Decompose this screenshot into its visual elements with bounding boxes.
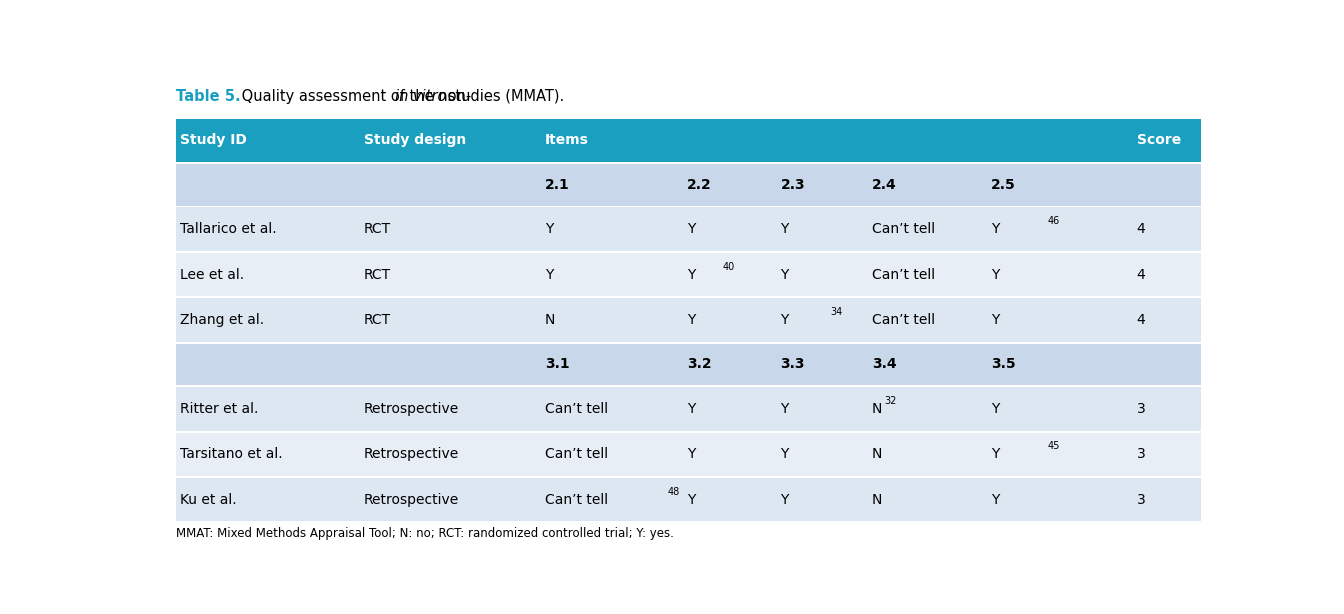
Text: Study design: Study design — [364, 133, 466, 147]
Text: RCT: RCT — [364, 222, 391, 236]
Bar — [176, 432, 1202, 476]
Text: Can’t tell: Can’t tell — [546, 492, 609, 507]
Text: studies (MMAT).: studies (MMAT). — [444, 89, 564, 104]
Bar — [176, 208, 1202, 251]
Text: Ritter et al.: Ritter et al. — [180, 402, 259, 416]
Text: Can’t tell: Can’t tell — [872, 222, 935, 236]
Text: Y: Y — [781, 222, 789, 236]
Text: 32: 32 — [884, 396, 896, 406]
Text: 2.3: 2.3 — [781, 178, 805, 192]
Text: Y: Y — [687, 313, 695, 327]
Text: Tarsitano et al.: Tarsitano et al. — [180, 447, 284, 461]
Text: 3: 3 — [1137, 402, 1145, 416]
Text: 46: 46 — [1047, 216, 1059, 227]
Text: 2.1: 2.1 — [546, 178, 570, 192]
Text: Y: Y — [687, 402, 695, 416]
Text: Y: Y — [991, 222, 999, 236]
Text: Can’t tell: Can’t tell — [872, 268, 935, 282]
Text: 3.3: 3.3 — [781, 357, 805, 371]
Text: Retrospective: Retrospective — [364, 447, 460, 461]
Text: N: N — [872, 402, 883, 416]
Text: N: N — [872, 447, 883, 461]
Text: N: N — [546, 313, 555, 327]
Text: 2.4: 2.4 — [872, 178, 896, 192]
Text: 2.5: 2.5 — [991, 178, 1016, 192]
Bar — [176, 387, 1202, 430]
Text: 3.5: 3.5 — [991, 357, 1016, 371]
Text: Y: Y — [781, 447, 789, 461]
Text: 45: 45 — [1047, 441, 1059, 451]
Text: 40: 40 — [722, 262, 734, 272]
Text: Y: Y — [687, 222, 695, 236]
Text: Can’t tell: Can’t tell — [546, 402, 609, 416]
Text: RCT: RCT — [364, 313, 391, 327]
Bar — [176, 164, 1202, 206]
Bar — [176, 478, 1202, 521]
Text: Table 5.: Table 5. — [176, 89, 241, 104]
Text: Y: Y — [687, 492, 695, 507]
Text: Y: Y — [991, 313, 999, 327]
Text: 4: 4 — [1137, 313, 1145, 327]
Text: 3.2: 3.2 — [687, 357, 711, 371]
Text: Ku et al.: Ku et al. — [180, 492, 237, 507]
Text: Y: Y — [781, 313, 789, 327]
Text: Y: Y — [546, 222, 554, 236]
Text: Zhang et al.: Zhang et al. — [180, 313, 265, 327]
Text: Can’t tell: Can’t tell — [546, 447, 609, 461]
Text: 3: 3 — [1137, 492, 1145, 507]
Text: RCT: RCT — [364, 268, 391, 282]
Text: Quality assessment of the non-: Quality assessment of the non- — [237, 89, 470, 104]
Text: MMAT: Mixed Methods Appraisal Tool; N: no; RCT: randomized controlled trial; Y: : MMAT: Mixed Methods Appraisal Tool; N: n… — [176, 527, 675, 540]
Text: 4: 4 — [1137, 222, 1145, 236]
Text: Y: Y — [687, 268, 695, 282]
Text: 3.4: 3.4 — [872, 357, 896, 371]
Text: Y: Y — [781, 268, 789, 282]
Text: Study ID: Study ID — [180, 133, 247, 147]
Text: Y: Y — [781, 402, 789, 416]
Text: Y: Y — [546, 268, 554, 282]
Bar — [176, 119, 1202, 162]
Text: 2.2: 2.2 — [687, 178, 711, 192]
Text: Y: Y — [991, 492, 999, 507]
Text: Retrospective: Retrospective — [364, 402, 460, 416]
Text: Y: Y — [991, 447, 999, 461]
Text: 3: 3 — [1137, 447, 1145, 461]
Text: Y: Y — [991, 402, 999, 416]
Bar — [176, 344, 1202, 385]
Text: 34: 34 — [831, 307, 843, 317]
Text: 48: 48 — [668, 487, 680, 497]
Text: Items: Items — [546, 133, 589, 147]
Text: Score: Score — [1137, 133, 1181, 147]
Bar — [176, 298, 1202, 342]
Text: Can’t tell: Can’t tell — [872, 313, 935, 327]
Text: in vitro: in vitro — [395, 89, 446, 104]
Text: Retrospective: Retrospective — [364, 492, 460, 507]
Text: N: N — [872, 492, 883, 507]
Text: Tallarico et al.: Tallarico et al. — [180, 222, 277, 236]
Text: Y: Y — [687, 447, 695, 461]
Text: Y: Y — [991, 268, 999, 282]
Text: 3.1: 3.1 — [546, 357, 570, 371]
Bar — [176, 253, 1202, 297]
Text: Lee et al.: Lee et al. — [180, 268, 245, 282]
Text: 4: 4 — [1137, 268, 1145, 282]
Text: Y: Y — [781, 492, 789, 507]
